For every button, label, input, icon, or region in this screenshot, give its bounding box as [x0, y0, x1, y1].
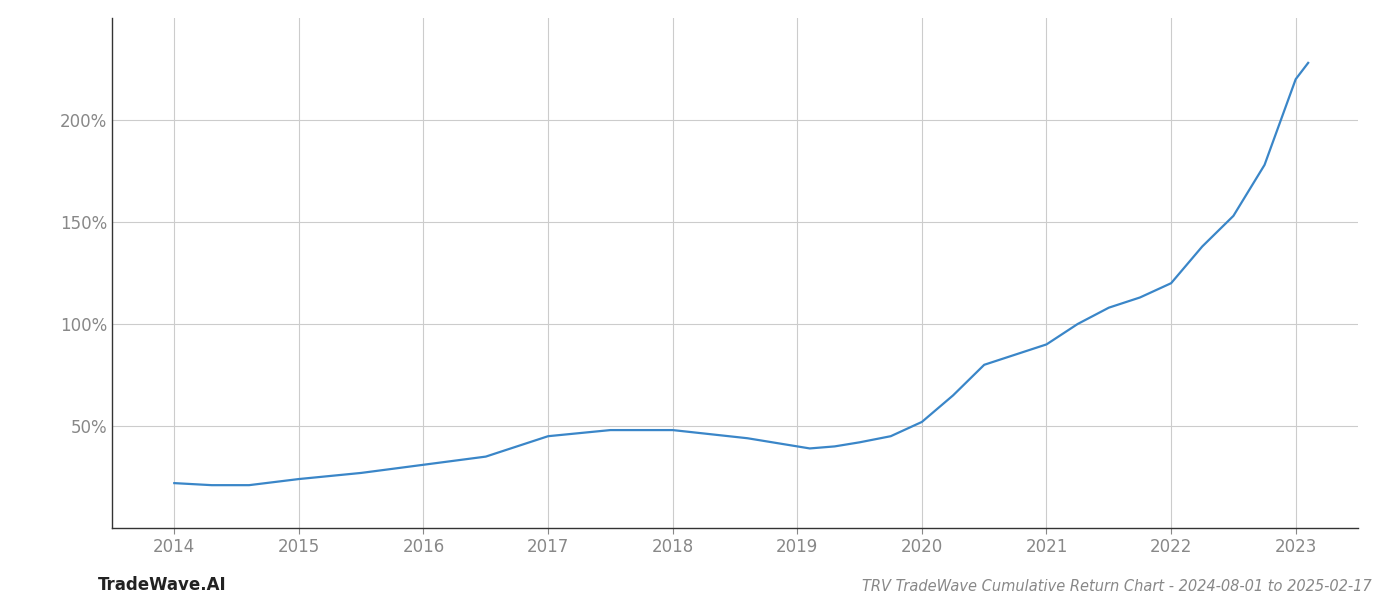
Text: TradeWave.AI: TradeWave.AI	[98, 576, 227, 594]
Text: TRV TradeWave Cumulative Return Chart - 2024-08-01 to 2025-02-17: TRV TradeWave Cumulative Return Chart - …	[862, 579, 1372, 594]
